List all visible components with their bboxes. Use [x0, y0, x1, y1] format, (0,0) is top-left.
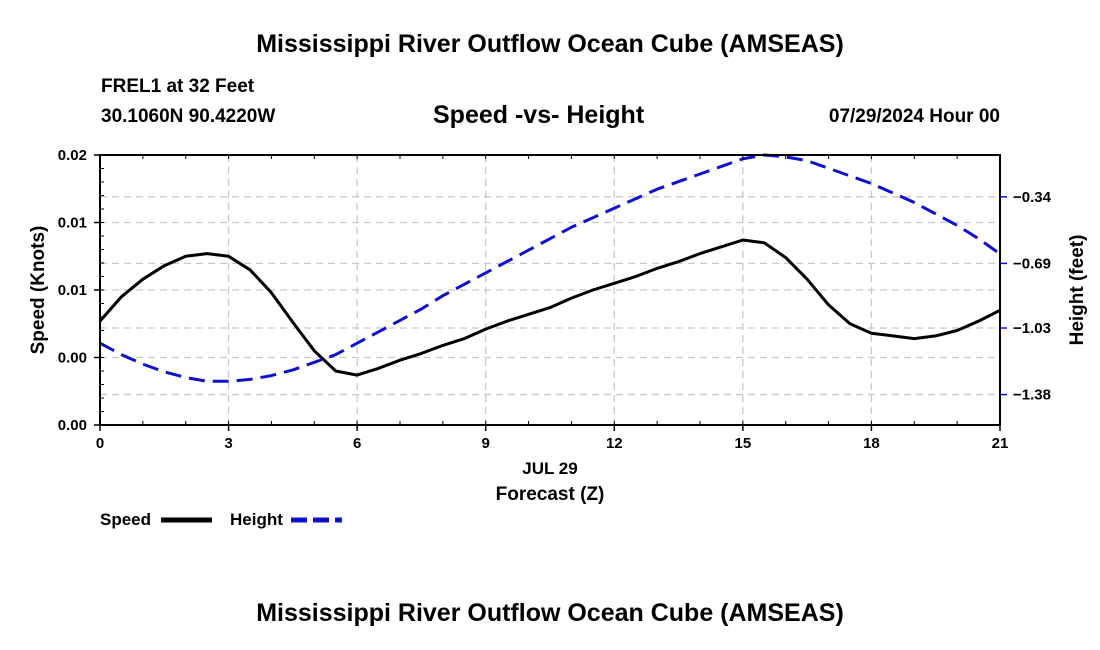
station-label: FREL1 at 32 Feet	[101, 76, 255, 97]
y-left-axis-title: Speed (Knots)	[28, 226, 49, 355]
series-line-speed	[98, 238, 1001, 377]
series-layer	[98, 153, 1001, 383]
x-tick-label: 3	[224, 435, 232, 452]
x-tick-label: 12	[606, 435, 623, 452]
y-right-tick-label: −1.38	[1013, 387, 1051, 404]
series-line-height	[99, 153, 1001, 383]
forecast-datetime: 07/29/2024 Hour 00	[828, 106, 1000, 127]
x-tick-label: 0	[96, 435, 104, 452]
chart-subtitle: Speed -vs- Height	[433, 101, 645, 129]
y-left-tick-label: 0.00	[58, 350, 87, 367]
x-tick-label: 18	[863, 435, 880, 452]
tick-layer	[94, 154, 1007, 431]
y-right-tick-label: −0.34	[1013, 189, 1052, 206]
x-tick-label: 21	[992, 435, 1009, 452]
footer-title: Mississippi River Outflow Ocean Cube (AM…	[256, 599, 844, 627]
label-layer: 0 3 6 9 12 15 18 21 0.00 0.00 0.01 0.01 0.02 −1.38 −1.…	[28, 147, 1088, 505]
y-left-tick-label: 0.01	[58, 282, 87, 299]
main-title: Mississippi River Outflow Ocean Cube (AM…	[256, 30, 844, 58]
legend-label-speed: Speed	[100, 510, 151, 529]
grid-layer	[100, 155, 1000, 425]
x-axis-title: Forecast (Z)	[496, 484, 605, 505]
y-left-tick-label: 0.02	[58, 147, 87, 164]
y-right-axis-title: Height (feet)	[1067, 235, 1088, 346]
y-left-tick-label: 0.00	[58, 417, 87, 434]
y-left-tick-label: 0.01	[58, 215, 87, 232]
y-right-tick-label: −0.69	[1013, 255, 1051, 272]
station-coordinates: 30.1060N 90.4220W	[101, 106, 276, 127]
x-tick-label: 9	[482, 435, 490, 452]
legend: Speed Height	[100, 510, 342, 529]
legend-label-height: Height	[230, 510, 283, 529]
x-tick-label: 15	[735, 435, 752, 452]
x-tick-label: 6	[353, 435, 361, 452]
x-axis-date-label: JUL 29	[522, 459, 577, 478]
y-right-tick-label: −1.03	[1013, 320, 1051, 337]
